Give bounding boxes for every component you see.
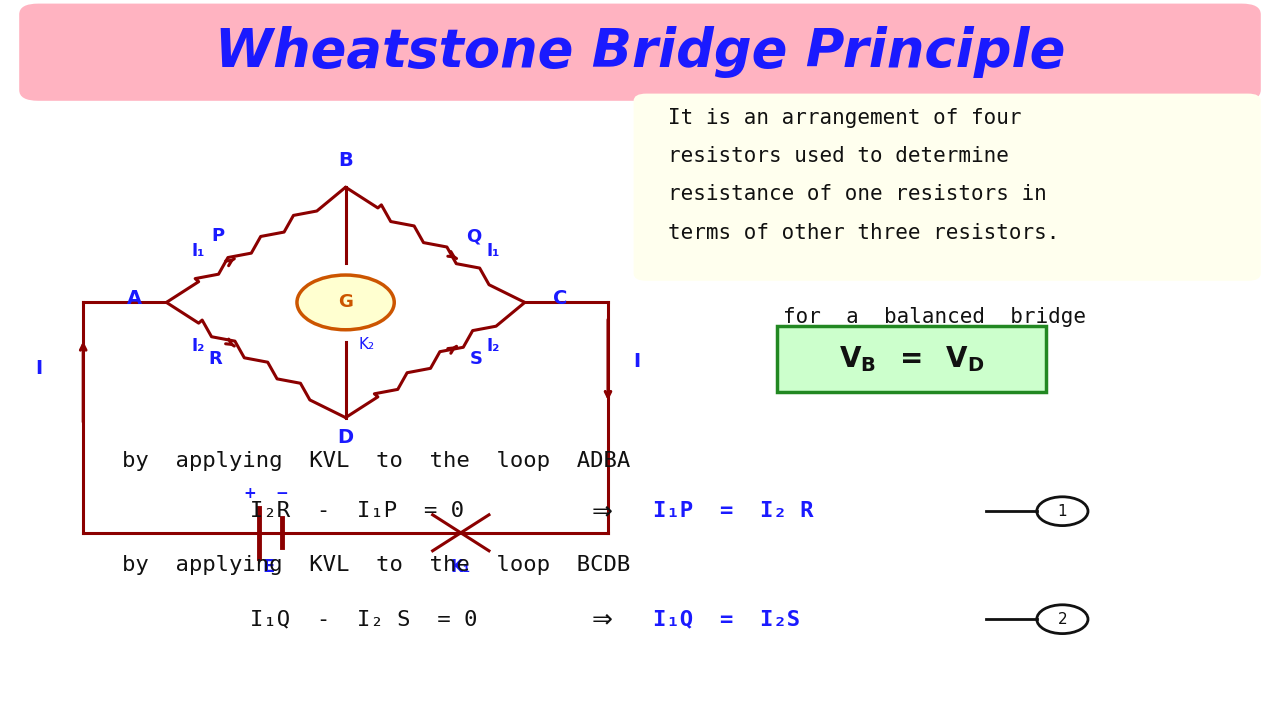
FancyBboxPatch shape xyxy=(19,4,1261,101)
Text: I₁P  =  I₂ R: I₁P = I₂ R xyxy=(653,501,813,521)
Text: K₂: K₂ xyxy=(358,337,375,352)
Text: I₂: I₂ xyxy=(486,338,499,356)
Text: Q: Q xyxy=(466,228,481,246)
Text: K₁: K₁ xyxy=(451,559,471,577)
Text: ⇒: ⇒ xyxy=(591,607,612,631)
Text: C: C xyxy=(553,289,568,308)
Text: terms of other three resistors.: terms of other three resistors. xyxy=(668,222,1060,243)
Text: I: I xyxy=(35,359,42,379)
Text: by  applying  KVL  to  the  loop  BCDB: by applying KVL to the loop BCDB xyxy=(122,555,630,575)
Text: 2: 2 xyxy=(1057,612,1068,626)
Text: Wheatstone Bridge Principle: Wheatstone Bridge Principle xyxy=(215,26,1065,78)
Text: P: P xyxy=(211,228,224,246)
Text: 1: 1 xyxy=(1057,504,1068,518)
Text: I: I xyxy=(634,352,641,372)
Text: by  applying  KVL  to  the  loop  ADBA: by applying KVL to the loop ADBA xyxy=(122,451,630,471)
Text: E: E xyxy=(262,559,275,577)
Text: for  a  balanced  bridge: for a balanced bridge xyxy=(783,307,1085,327)
Text: I₁: I₁ xyxy=(192,242,205,260)
Text: I₁Q  -  I₂ S  = 0: I₁Q - I₂ S = 0 xyxy=(250,609,477,629)
Text: I₂: I₂ xyxy=(192,338,205,356)
FancyBboxPatch shape xyxy=(634,94,1261,281)
Text: +: + xyxy=(243,486,256,501)
FancyBboxPatch shape xyxy=(777,326,1046,392)
Text: −: − xyxy=(275,486,288,501)
Text: resistors used to determine: resistors used to determine xyxy=(668,146,1009,166)
Text: G: G xyxy=(338,294,353,311)
Text: D: D xyxy=(338,428,353,447)
Text: ⇒: ⇒ xyxy=(591,499,612,523)
Circle shape xyxy=(297,275,394,330)
Text: A: A xyxy=(127,289,142,308)
Text: R: R xyxy=(209,350,221,368)
Text: $\mathbf{V_B}$  $\mathbf{=}$  $\mathbf{V_D}$: $\mathbf{V_B}$ $\mathbf{=}$ $\mathbf{V_D… xyxy=(838,344,984,374)
Text: I₂R  -  I₁P  = 0: I₂R - I₁P = 0 xyxy=(250,501,463,521)
Text: I₁: I₁ xyxy=(486,242,499,260)
Text: resistance of one resistors in: resistance of one resistors in xyxy=(668,184,1047,204)
Text: S: S xyxy=(470,350,483,368)
Text: I₁Q  =  I₂S: I₁Q = I₂S xyxy=(653,609,800,629)
Text: B: B xyxy=(338,150,353,170)
Text: It is an arrangement of four: It is an arrangement of four xyxy=(668,108,1021,128)
